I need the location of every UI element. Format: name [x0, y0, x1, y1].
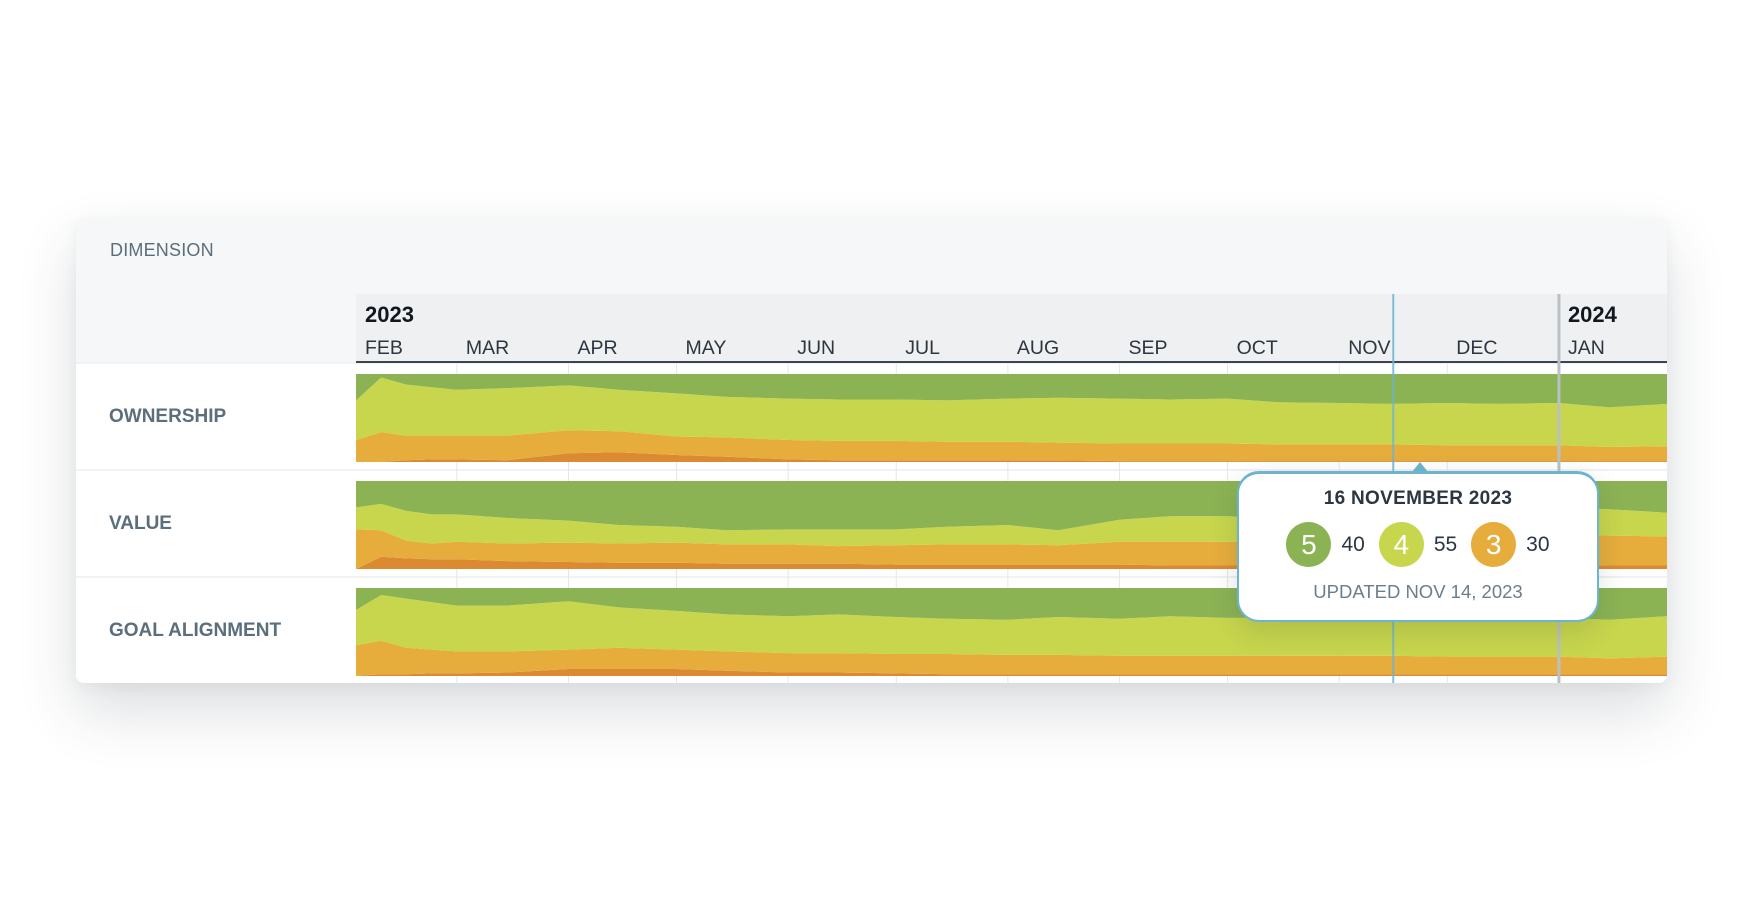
dimension-label: OWNERSHIP: [109, 406, 227, 427]
date-tooltip: 16 NOVEMBER 2023 5 40 4 55 3 30 UPDATED …: [1237, 471, 1599, 622]
year-label: 2023: [365, 302, 414, 327]
month-label: JUN: [797, 337, 835, 359]
dimension-label: GOAL ALIGNMENT: [109, 620, 281, 641]
tooltip-date: 16 NOVEMBER 2023: [1323, 488, 1513, 509]
area-score-4: [356, 595, 1667, 659]
month-label: DEC: [1456, 337, 1497, 359]
timeline-header-background: [356, 294, 1667, 362]
area-score-4: [356, 377, 1667, 447]
month-label: OCT: [1237, 337, 1278, 359]
month-label: APR: [577, 337, 617, 359]
dimension-column-header: DIMENSION: [110, 240, 214, 260]
score-count: 40: [1341, 532, 1365, 556]
month-label: SEP: [1129, 337, 1168, 359]
tooltip-score-item: 4 55: [1378, 522, 1458, 567]
area-score-2: [356, 452, 1667, 462]
month-label: MAY: [686, 337, 727, 359]
month-label: MAR: [466, 337, 509, 359]
month-label: JUL: [905, 337, 940, 359]
tooltip-updated-text: UPDATED NOV 14, 2023: [1313, 581, 1523, 602]
month-label: AUG: [1017, 337, 1059, 359]
score-badge: 4: [1378, 522, 1424, 567]
tooltip-score-list: 5 40 4 55 3 30: [1239, 522, 1597, 567]
area-score-2: [356, 669, 1667, 676]
year-label: 2024: [1568, 302, 1618, 327]
month-label: JAN: [1568, 337, 1605, 359]
score-count: 55: [1433, 532, 1458, 556]
month-label: FEB: [365, 337, 403, 359]
dimension-label: VALUE: [109, 513, 172, 534]
area-score-5: [356, 374, 1667, 408]
month-label: NOV: [1348, 337, 1390, 359]
area-score-3: [356, 430, 1667, 462]
tooltip-score-item: 3 30: [1471, 522, 1550, 567]
score-badge: 3: [1471, 522, 1517, 567]
area-score-3: [356, 640, 1667, 676]
tooltip-score-item: 5 40: [1286, 522, 1365, 567]
score-count: 30: [1526, 532, 1550, 556]
tooltip-pointer: [1412, 462, 1428, 472]
score-badge: 5: [1286, 522, 1332, 567]
